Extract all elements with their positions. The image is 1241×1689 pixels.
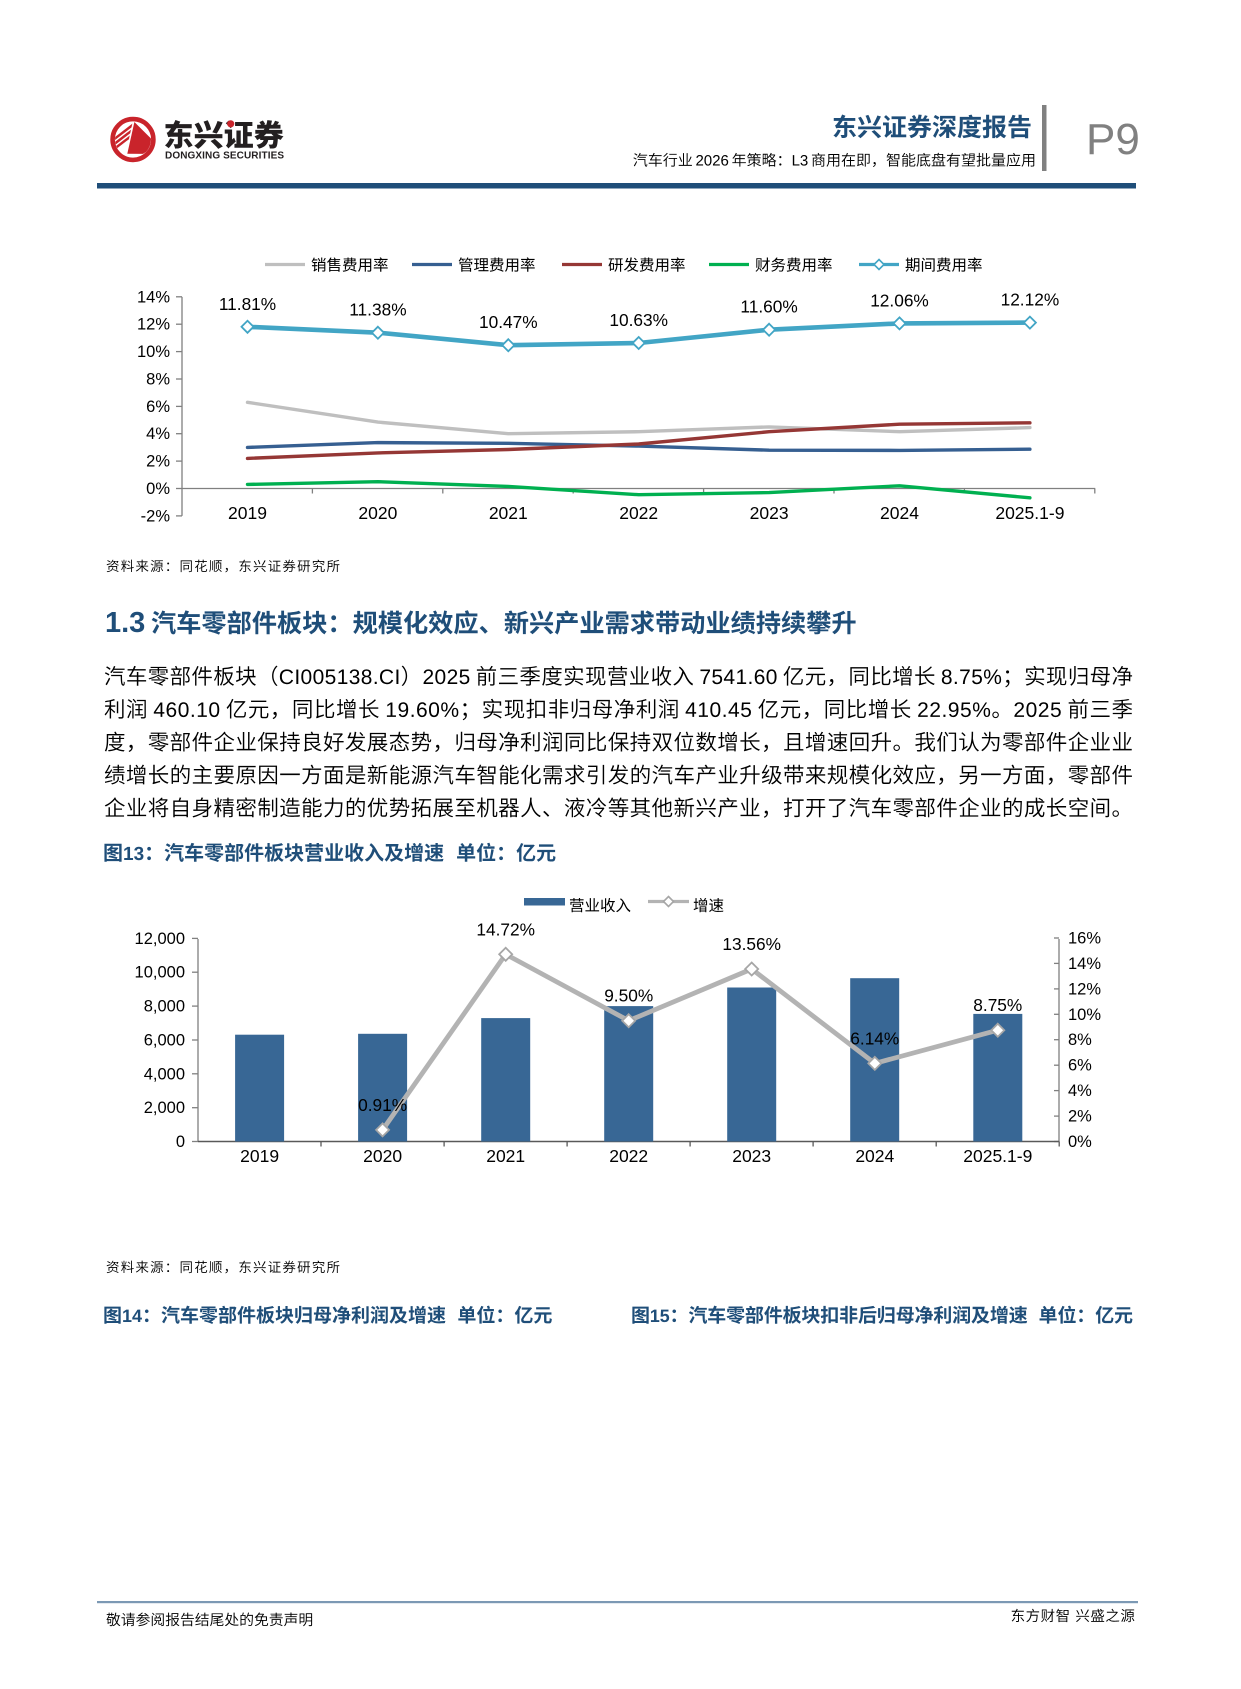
svg-text:8%: 8% [146,371,170,389]
svg-text:12,000: 12,000 [135,930,185,948]
svg-text:16%: 16% [1068,930,1101,948]
svg-text:8,000: 8,000 [144,998,185,1016]
svg-text:2%: 2% [146,453,170,471]
svg-text:13.56%: 13.56% [722,934,781,954]
svg-text:2024: 2024 [855,1146,894,1166]
svg-text:14%: 14% [1068,955,1101,973]
svg-text:6%: 6% [146,398,170,416]
svg-text:2%: 2% [1068,1108,1092,1126]
svg-text:2020: 2020 [363,1146,402,1166]
svg-text:0.91%: 0.91% [358,1095,407,1115]
svg-text:2022: 2022 [619,503,658,523]
svg-text:2021: 2021 [486,1146,525,1166]
svg-text:10,000: 10,000 [135,964,185,982]
svg-text:10.47%: 10.47% [479,312,538,332]
svg-text:10%: 10% [1068,1006,1101,1024]
svg-text:10.63%: 10.63% [609,310,668,330]
svg-text:14%: 14% [137,288,170,306]
svg-text:12%: 12% [1068,980,1101,998]
svg-text:2,000: 2,000 [144,1099,185,1117]
svg-text:2023: 2023 [750,503,789,523]
svg-text:6,000: 6,000 [144,1032,185,1050]
svg-text:2024: 2024 [880,503,919,523]
svg-text:11.38%: 11.38% [349,300,406,320]
svg-text:2021: 2021 [489,503,528,523]
svg-text:2019: 2019 [228,503,267,523]
svg-text:12.12%: 12.12% [1001,290,1060,310]
svg-text:4%: 4% [1068,1082,1092,1100]
svg-text:0%: 0% [1068,1133,1092,1151]
svg-text:-2%: -2% [141,507,171,525]
svg-text:4%: 4% [146,425,170,443]
svg-text:2020: 2020 [358,503,397,523]
svg-text:0: 0 [176,1133,185,1151]
svg-text:12.06%: 12.06% [870,290,929,310]
svg-text:8.75%: 8.75% [973,995,1022,1015]
svg-text:2025.1-9: 2025.1-9 [995,503,1064,523]
svg-text:8%: 8% [1068,1031,1092,1049]
svg-text:P9: P9 [1086,115,1140,164]
svg-text:2022: 2022 [609,1146,648,1166]
svg-text:0%: 0% [146,480,170,498]
svg-text:2025.1-9: 2025.1-9 [963,1146,1032,1166]
svg-text:6.14%: 6.14% [850,1028,899,1048]
svg-text:2023: 2023 [732,1146,771,1166]
svg-text:14.72%: 14.72% [476,919,535,939]
svg-text:DONGXING SECURITIES: DONGXING SECURITIES [165,151,284,162]
svg-text:9.50%: 9.50% [604,986,653,1006]
svg-text:4,000: 4,000 [144,1065,185,1083]
svg-text:1.3: 1.3 [105,607,145,639]
svg-text:10%: 10% [137,343,170,361]
svg-text:6%: 6% [1068,1057,1092,1075]
svg-text:2019: 2019 [240,1146,279,1166]
svg-text:11.81%: 11.81% [219,294,276,314]
svg-text:11.60%: 11.60% [740,297,797,317]
svg-text:12%: 12% [137,316,170,334]
